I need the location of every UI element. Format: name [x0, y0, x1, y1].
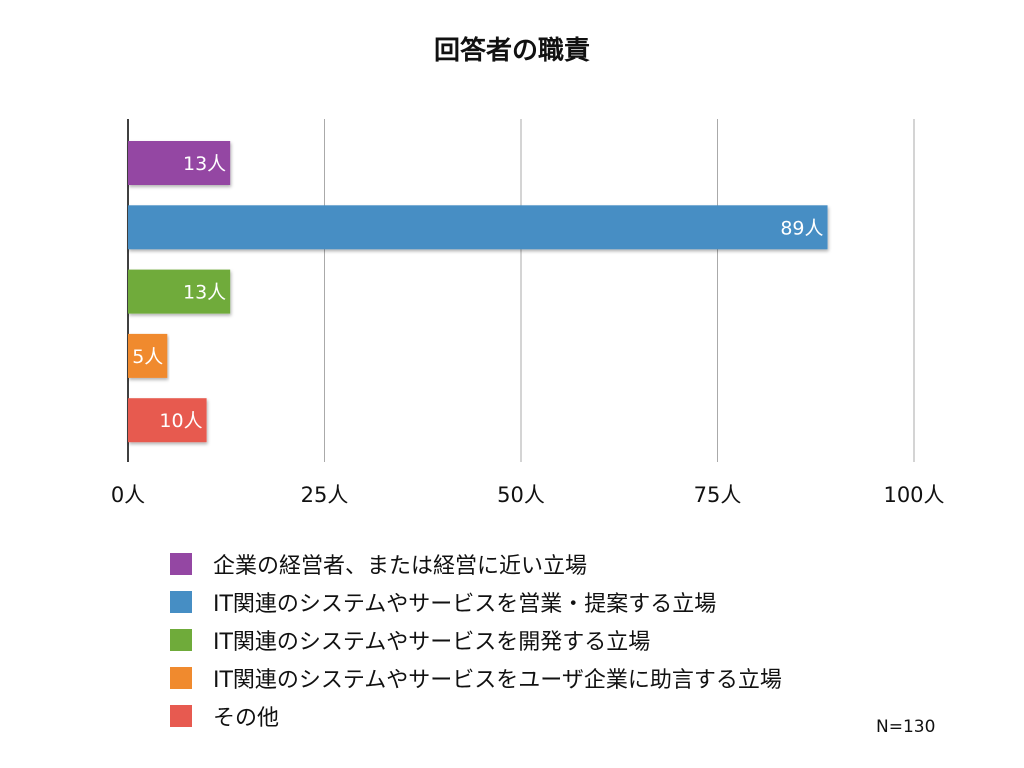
- bar: [128, 269, 231, 314]
- legend-item: IT関連のシステムやサービスをユーザ企業に助言する立場: [170, 659, 782, 697]
- legend-item: その他: [170, 697, 782, 735]
- x-tick-label: 50人: [497, 483, 545, 507]
- legend-item: 企業の経営者、または経営に近い立場: [170, 545, 782, 583]
- legend: 企業の経営者、または経営に近い立場 IT関連のシステムやサービスを営業・提案する立…: [170, 545, 782, 735]
- data-label: 13人: [183, 282, 226, 304]
- bar: [128, 141, 231, 185]
- legend-swatch: [170, 705, 192, 727]
- data-label: 89人: [780, 217, 823, 239]
- bar-chart-plot: 13人 89人 13人 5人 10人 0人 25人 50人 75人 100人: [111, 119, 945, 507]
- legend-swatch: [170, 591, 192, 613]
- bar: [128, 205, 828, 250]
- data-label: 5人: [132, 346, 163, 368]
- legend-item: IT関連のシステムやサービスを開発する立場: [170, 621, 782, 659]
- x-tick-label: 25人: [301, 483, 349, 507]
- legend-swatch: [170, 667, 192, 689]
- legend-label: 企業の経営者、または経営に近い立場: [213, 554, 588, 579]
- x-tick-label: 0人: [111, 483, 145, 507]
- legend-item: IT関連のシステムやサービスを営業・提案する立場: [170, 583, 782, 621]
- legend-swatch: [170, 553, 192, 575]
- data-label: 13人: [183, 153, 226, 175]
- bar: [128, 333, 168, 378]
- legend-label: その他: [213, 706, 280, 731]
- chart-title: 回答者の職責: [433, 36, 590, 66]
- legend-label: IT関連のシステムやサービスをユーザ企業に助言する立場: [213, 668, 782, 693]
- legend-label: IT関連のシステムやサービスを営業・提案する立場: [213, 592, 717, 617]
- x-tick-label: 100人: [883, 483, 944, 507]
- data-label: 10人: [159, 410, 202, 432]
- legend-swatch: [170, 629, 192, 651]
- x-tick-label: 75人: [694, 483, 742, 507]
- bar: [128, 398, 207, 443]
- sample-size-annotation: N=130: [876, 717, 936, 737]
- legend-label: IT関連のシステムやサービスを開発する立場: [213, 630, 651, 655]
